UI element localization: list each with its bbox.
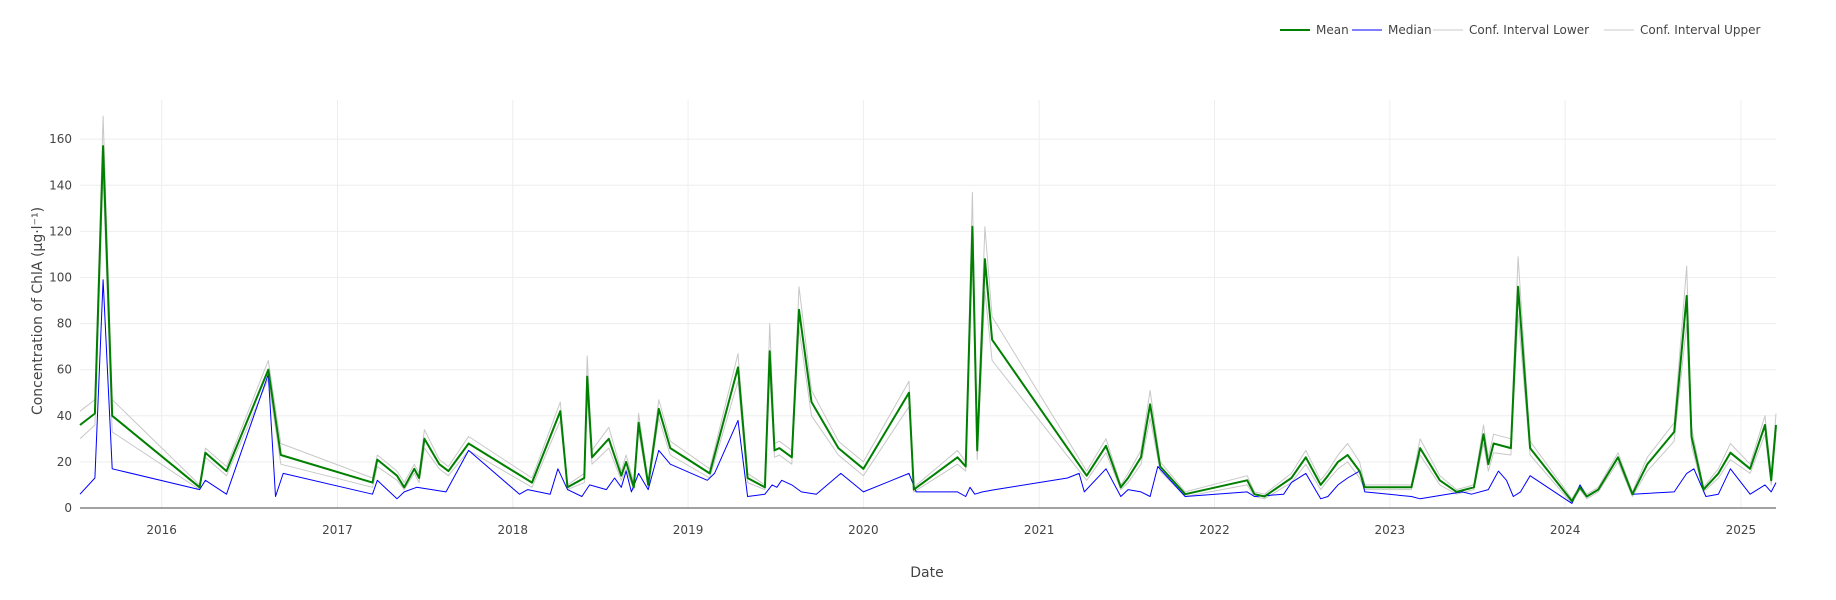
legend-item-mean[interactable]: Mean bbox=[1280, 23, 1349, 37]
y-axis-title: Concentration of ChlA (µg·l⁻¹) bbox=[30, 207, 46, 415]
y-tick-label: 20 bbox=[57, 455, 72, 469]
legend-label: Median bbox=[1388, 23, 1432, 37]
x-tick-label: 2019 bbox=[673, 523, 704, 537]
y-tick-label: 80 bbox=[57, 317, 72, 331]
axes: 0 20 40 60 80 100 120 140 160 2016 2017 2018 2019 202… bbox=[49, 132, 1776, 537]
legend-label: Conf. Interval Lower bbox=[1469, 23, 1589, 37]
y-tick-label: 0 bbox=[64, 501, 72, 515]
legend-label: Mean bbox=[1316, 23, 1349, 37]
x-tick-label: 2020 bbox=[848, 523, 879, 537]
x-tick-label: 2025 bbox=[1726, 523, 1757, 537]
legend-label: Conf. Interval Upper bbox=[1640, 23, 1760, 37]
mean-series-line bbox=[79, 145, 1777, 503]
y-tick-label: 40 bbox=[57, 409, 72, 423]
series-layer bbox=[79, 115, 1777, 504]
x-tick-label: 2021 bbox=[1024, 523, 1055, 537]
x-tick-label: 2017 bbox=[322, 523, 353, 537]
legend-item-ci-upper[interactable]: Conf. Interval Upper bbox=[1604, 23, 1760, 37]
x-tick-label: 2018 bbox=[497, 523, 528, 537]
legend-item-median[interactable]: Median bbox=[1352, 23, 1432, 37]
x-axis-title: Date bbox=[910, 565, 943, 581]
y-tick-label: 140 bbox=[49, 178, 72, 192]
y-tick-label: 100 bbox=[49, 270, 72, 284]
grid bbox=[80, 100, 1776, 508]
x-tick-label: 2022 bbox=[1199, 523, 1230, 537]
x-tick-label: 2023 bbox=[1375, 523, 1406, 537]
x-tick-label: 2024 bbox=[1550, 523, 1581, 537]
legend-item-ci-lower[interactable]: Conf. Interval Lower bbox=[1433, 23, 1589, 37]
y-tick-label: 60 bbox=[57, 363, 72, 377]
legend[interactable]: Mean Median Conf. Interval Lower Conf. Inte… bbox=[1280, 23, 1760, 37]
median-series-line bbox=[79, 279, 1777, 504]
x-tick-label: 2016 bbox=[146, 523, 177, 537]
y-tick-label: 160 bbox=[49, 132, 72, 146]
y-tick-label: 120 bbox=[49, 224, 72, 238]
ci-upper-series-line bbox=[79, 115, 1777, 500]
